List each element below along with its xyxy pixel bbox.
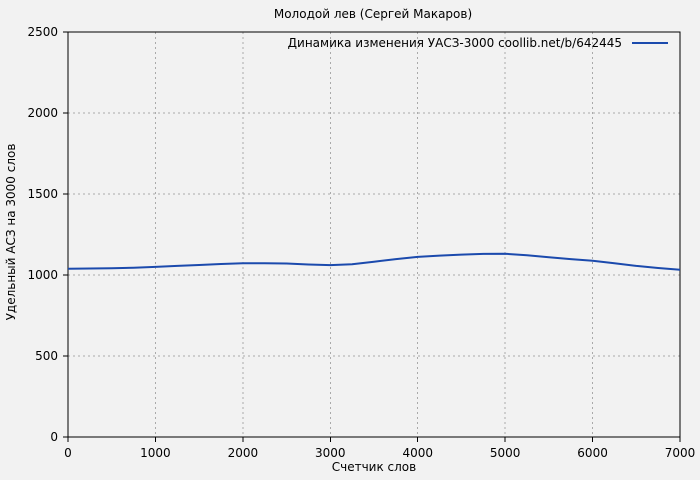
x-tick-label: 6000 (577, 446, 608, 460)
axis-ticks (63, 31, 681, 442)
x-tick-label: 5000 (490, 446, 521, 460)
gridlines (67, 31, 681, 438)
x-tick-label: 4000 (402, 446, 433, 460)
y-tick-label: 1000 (27, 268, 58, 282)
x-tick-label: 7000 (665, 446, 696, 460)
series-line (67, 252, 681, 271)
y-tick-label: 500 (35, 349, 58, 363)
chart-title: Молодой лев (Сергей Макаров) (274, 7, 472, 21)
x-tick-label: 0 (64, 446, 72, 460)
axis-tick-labels: 0 1000 2000 3000 4000 5000 6000 7000 0 500 1000 150… (27, 25, 695, 460)
plot-border (67, 31, 681, 438)
y-tick-label: 2000 (27, 106, 58, 120)
y-tick-label: 1500 (27, 187, 58, 201)
x-tick-label: 1000 (140, 446, 171, 460)
y-tick-label: 2500 (27, 25, 58, 39)
legend-label: Динамика изменения УАСЗ-3000 coollib.net… (288, 36, 622, 50)
x-axis-label: Счетчик слов (332, 460, 416, 474)
y-axis-label: Удельный АСЗ на 3000 слов (4, 144, 18, 321)
y-tick-label: 0 (50, 430, 58, 444)
x-tick-label: 3000 (315, 446, 346, 460)
x-tick-label: 2000 (228, 446, 259, 460)
